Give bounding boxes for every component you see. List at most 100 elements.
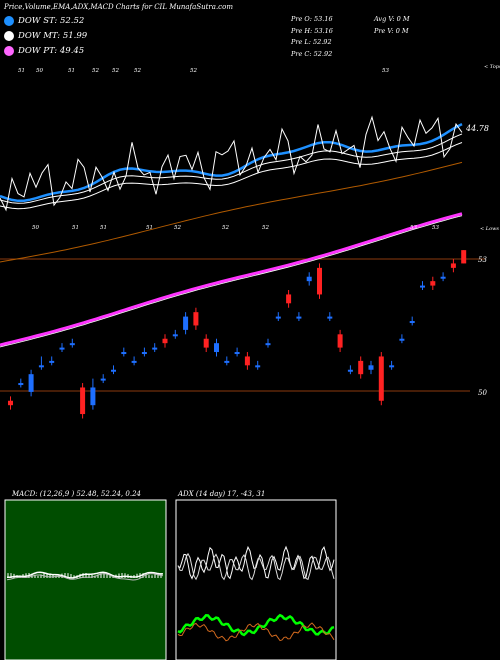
tops-label: 52	[112, 68, 119, 74]
ema-trend-line	[0, 161, 463, 263]
chart-title: Price,Volume,EMA,ADX,MACD Charts for CIL…	[4, 3, 233, 11]
tops-label: 50	[36, 68, 43, 74]
candle-body	[100, 378, 106, 381]
adx-di-plus-line	[177, 545, 335, 580]
stat-pre-open: Pre O: 53.16	[291, 15, 333, 23]
candle-body	[265, 343, 271, 346]
candle-body	[172, 334, 178, 337]
candle-body	[38, 365, 44, 368]
macd-panel	[4, 499, 167, 660]
adx-panel	[175, 499, 337, 660]
legend-item-dow-st: DOW ST: 52.52	[4, 16, 84, 26]
candle-body	[214, 343, 219, 353]
macd-label: MACD: (12,26,9 ) 52.48, 52.24, 0.24	[12, 490, 141, 498]
candle-body	[275, 316, 281, 319]
legend-label: DOW ST: 52.52	[18, 16, 85, 26]
candle-body	[90, 387, 96, 406]
legend-dot-icon	[4, 16, 14, 26]
lows-label: 51	[146, 225, 153, 231]
candle-body	[317, 267, 322, 295]
candle-body	[59, 347, 65, 350]
candle-body	[461, 250, 467, 264]
lows-label: 52	[174, 225, 181, 231]
candle-body	[347, 369, 353, 372]
candle-body	[389, 365, 395, 368]
ema-short-line	[0, 122, 463, 203]
volume-stats: Avg V: 0 M Pre V: 0 M	[374, 14, 409, 37]
candle-body	[8, 400, 13, 406]
legend-label: DOW MT: 51.99	[18, 31, 88, 41]
candle-body	[368, 365, 374, 370]
adx-label: ADX (14 day) 17, -43, 31	[178, 490, 266, 498]
candle-body	[286, 294, 292, 304]
candle-body	[121, 352, 127, 355]
ema-long-outline	[0, 215, 463, 348]
candle-body	[80, 387, 86, 415]
candle-body	[255, 365, 261, 368]
stat-pre-high: Pre H: 53.16	[291, 26, 333, 35]
candle-body	[378, 356, 384, 401]
lows-label: 51	[72, 225, 79, 231]
candle-body	[440, 276, 446, 279]
candle-body	[420, 285, 425, 288]
legend-dot-icon	[4, 31, 14, 41]
stat-pre-volume: Pre V: 0 M	[374, 26, 409, 35]
candle-body	[234, 352, 240, 355]
tops-label: 52	[134, 68, 141, 74]
lows-label: 51	[100, 225, 107, 231]
annotation-tops: < Tops	[484, 64, 500, 70]
candle-body	[131, 360, 137, 363]
candle-body	[162, 338, 168, 344]
tops-label: 52	[92, 68, 99, 74]
candle-body	[28, 374, 34, 392]
tops-label: 52	[190, 68, 197, 74]
candle-body	[183, 316, 189, 330]
candle-body	[306, 276, 312, 282]
candle-body	[69, 343, 75, 346]
ema-long-line	[0, 212, 463, 347]
candle-body	[409, 321, 415, 324]
lows-label: 52	[262, 225, 269, 231]
lows-label: 50	[32, 225, 39, 231]
candle-body	[430, 281, 436, 286]
candle-body	[358, 360, 364, 375]
tops-label: 53	[382, 68, 389, 74]
lows-label: 52	[222, 225, 229, 231]
candle-body	[152, 347, 158, 350]
candle-body	[224, 360, 230, 363]
legend-label: DOW PT: 49.45	[18, 46, 85, 56]
candle-body	[203, 338, 209, 348]
adx-di-minus-line	[177, 552, 335, 581]
candle-body	[193, 312, 199, 326]
candle-body	[49, 360, 55, 363]
candle-body	[327, 316, 333, 319]
annotation-ema-value: 44.78	[465, 124, 489, 133]
axis-label: 53	[478, 256, 487, 264]
stat-pre-low: Pre L: 52.92	[291, 38, 332, 46]
candle-body	[141, 352, 147, 355]
macd-signal-line	[6, 573, 164, 581]
prev-stats: Pre O: 53.16 Pre H: 53.16 Pre L: 52.92 P…	[291, 14, 333, 60]
adx-secondary-line	[177, 622, 335, 642]
ema-mid-line	[0, 133, 463, 204]
axis-label: 50	[478, 389, 487, 397]
candle-body	[337, 334, 343, 348]
legend-dot-icon	[4, 46, 14, 56]
candle-body	[18, 383, 24, 386]
annotation-lows: < Lows	[480, 226, 499, 232]
ema-mid-line	[0, 142, 463, 210]
candle-body	[111, 369, 116, 372]
stat-pre-close: Pre C: 52.92	[291, 49, 333, 58]
legend-item-dow-pt: DOW PT: 49.45	[4, 46, 84, 56]
stat-avg-volume: Avg V: 0 M	[374, 15, 410, 23]
candle-body	[399, 338, 405, 341]
tops-label: 51	[18, 68, 25, 74]
legend-item-dow-mt: DOW MT: 51.99	[4, 31, 87, 41]
price-close-line	[0, 115, 463, 212]
lows-label: 53	[410, 225, 417, 231]
candle-body	[450, 263, 456, 268]
macd-line	[6, 571, 163, 579]
lows-label: 53	[432, 225, 439, 231]
candle-body	[296, 316, 302, 319]
